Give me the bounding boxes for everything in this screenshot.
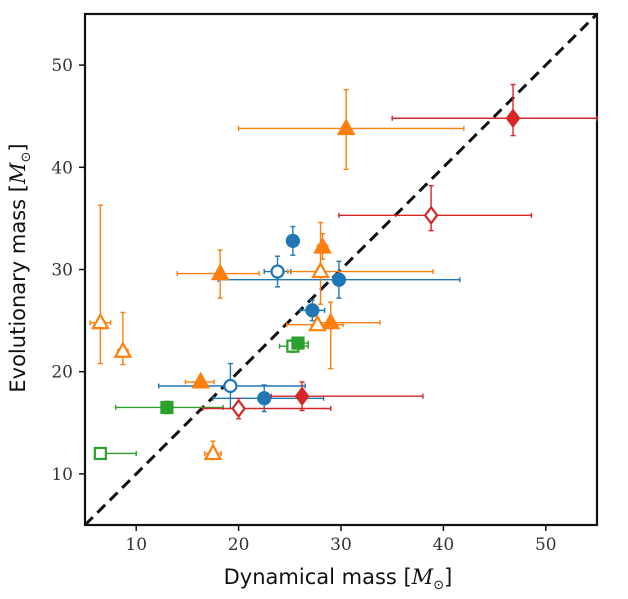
orange-triangles-point xyxy=(313,236,332,254)
orange-triangles-point xyxy=(321,312,341,330)
orange-triangles-point xyxy=(210,263,230,281)
green-squares-point xyxy=(291,336,305,350)
red-diamonds-point xyxy=(505,108,521,129)
red-diamonds-point xyxy=(231,398,246,419)
marker-layer xyxy=(90,108,521,461)
x-tick-label: 20 xyxy=(228,535,250,555)
blue-circles-point xyxy=(270,264,285,279)
red-diamonds-point xyxy=(294,386,310,407)
green-squares-point xyxy=(160,400,174,415)
orange-triangles-errorbar xyxy=(89,204,112,365)
red-diamonds-point xyxy=(423,205,439,226)
y-tick-label: 10 xyxy=(51,465,73,485)
blue-circles-point xyxy=(223,378,238,394)
tick-layer: 10 20 30 40 50 10 20 30 40 50 xyxy=(51,56,556,555)
orange-triangles-point xyxy=(311,261,330,279)
x-tick-label: 50 xyxy=(535,535,557,555)
orange-triangles-point xyxy=(113,340,133,358)
x-axis-unit: M xyxy=(411,565,434,589)
blue-circles-point xyxy=(285,233,300,248)
orange-triangles-point xyxy=(336,118,356,136)
y-tick-label: 20 xyxy=(51,363,73,383)
blue-circles-point xyxy=(257,391,272,406)
orange-triangles-point xyxy=(308,314,327,332)
y-tick-label: 40 xyxy=(51,158,73,178)
one-to-one-line xyxy=(83,12,599,527)
green-squares-point xyxy=(93,446,107,461)
y-tick-label: 50 xyxy=(51,56,73,76)
y-tick-label: 30 xyxy=(51,261,73,281)
y-axis-unit-subscript: ⊙ xyxy=(19,152,34,163)
y-axis-label: Evolutionary mass [M⊙] xyxy=(6,143,34,392)
blue-circles-point xyxy=(305,303,320,318)
red-diamonds-errorbar xyxy=(338,184,533,232)
y-axis-unit: M xyxy=(6,162,30,185)
orange-triangles-point xyxy=(191,371,211,389)
x-axis-label: Dynamical mass [M⊙] xyxy=(224,565,453,593)
x-axis-unit-subscript: ⊙ xyxy=(433,578,444,593)
x-tick-label: 10 xyxy=(125,535,147,555)
x-tick-label: 30 xyxy=(330,535,352,555)
orange-triangles-point xyxy=(203,443,223,461)
orange-triangles-point xyxy=(90,312,110,330)
blue-circles-point xyxy=(331,272,347,287)
orange-triangles-errorbar xyxy=(287,221,434,305)
x-tick-label: 40 xyxy=(433,535,455,555)
